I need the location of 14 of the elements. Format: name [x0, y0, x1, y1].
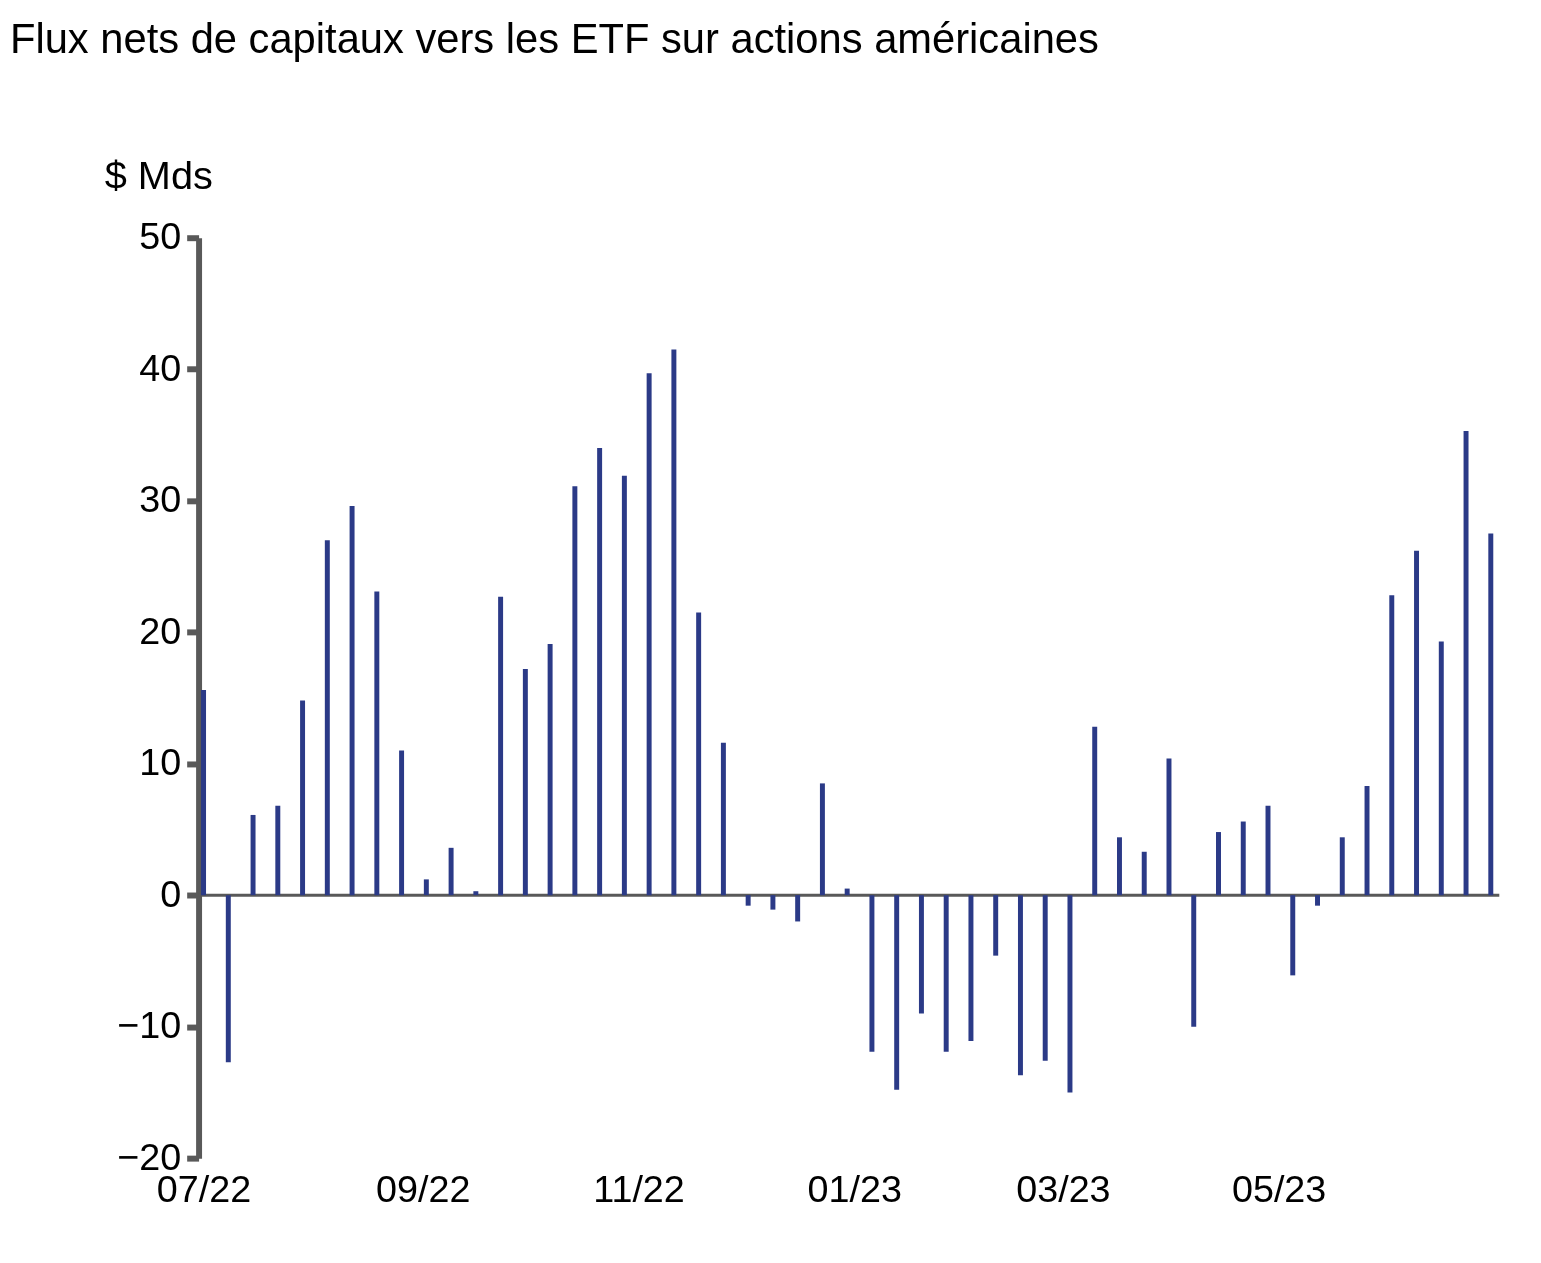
y-axis-title: $ Mds: [104, 152, 213, 197]
y-tick-label: 10: [139, 741, 182, 784]
x-tick-label: 11/22: [593, 1168, 685, 1211]
y-tick-label: 40: [139, 346, 182, 389]
x-tick-label: 03/23: [1016, 1168, 1111, 1211]
x-tick-label: 01/23: [807, 1168, 902, 1211]
y-tick-label: 30: [139, 478, 182, 521]
x-tick-label: 09/22: [376, 1168, 471, 1211]
y-tick-label: 0: [160, 872, 182, 915]
y-tick-label: 20: [139, 609, 182, 652]
y-tick-label: 50: [139, 215, 182, 258]
y-tick-label: −10: [117, 1004, 182, 1047]
chart-title: Flux nets de capitaux vers les ETF sur actions américaines: [9, 15, 1099, 63]
x-tick-label: 05/23: [1231, 1168, 1327, 1211]
